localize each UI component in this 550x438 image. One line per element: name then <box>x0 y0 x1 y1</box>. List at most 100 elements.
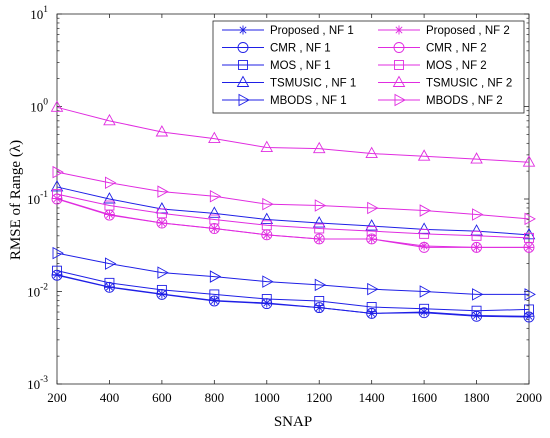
data-point <box>524 288 536 301</box>
y-tick-base: 10 <box>27 285 40 300</box>
data-point <box>312 141 326 154</box>
x-tick-label: 1200 <box>306 390 332 405</box>
data-point <box>472 208 484 221</box>
legend-label: MBODS , NF 2 <box>426 95 503 107</box>
data-point <box>472 288 484 301</box>
data-point <box>312 216 326 228</box>
series-line <box>56 270 530 312</box>
data-point <box>156 288 168 300</box>
series-line <box>56 274 530 318</box>
legend-box <box>212 20 525 114</box>
legend-entry: MOS , NF 1 <box>222 60 331 72</box>
data-point <box>471 230 482 241</box>
data-point <box>470 152 483 164</box>
legend-marker <box>392 75 406 87</box>
y-tick-base: 10 <box>27 377 40 392</box>
series-line <box>56 186 530 236</box>
series-line <box>56 252 529 295</box>
data-point <box>261 220 272 231</box>
legend-label: MOS , NF 1 <box>270 60 331 72</box>
data-point <box>208 206 221 218</box>
x-tick-labels: 200 400 600 800 1000 1200 1400 1600 1800 2000 <box>47 390 542 405</box>
legend-marker <box>394 93 406 107</box>
data-point <box>103 281 115 293</box>
legend-marker <box>238 60 248 70</box>
legend-label: Proposed , NF 2 <box>426 25 510 37</box>
legend-marker <box>237 42 249 53</box>
data-point <box>104 200 115 211</box>
legend-entry: Proposed , NF 1 <box>222 25 354 37</box>
data-point <box>524 232 534 243</box>
y-tick-exponent: 0 <box>43 98 48 108</box>
series-4 <box>50 180 536 240</box>
x-tick-label: 600 <box>152 390 172 405</box>
series-9 <box>50 100 536 167</box>
data-point <box>209 289 220 300</box>
data-point <box>419 285 432 298</box>
data-point <box>523 311 535 323</box>
y-tick-label: 10-2 <box>27 283 48 300</box>
legend-marker <box>394 25 404 35</box>
series-2 <box>51 269 535 323</box>
data-point <box>52 265 62 276</box>
series-line <box>56 106 530 163</box>
y-tick-exponent: -1 <box>40 190 48 200</box>
data-point <box>524 311 534 321</box>
y-tick-base: 10 <box>30 100 43 115</box>
legend-marker <box>394 60 404 70</box>
data-point <box>260 212 274 224</box>
data-point <box>208 223 220 234</box>
data-point <box>418 307 430 319</box>
legend-marker <box>393 42 405 53</box>
data-point <box>262 197 274 211</box>
data-point <box>314 223 325 234</box>
x-tick-label: 1800 <box>464 390 490 405</box>
legend-entry: CMR , NF 1 <box>222 42 331 55</box>
data-point <box>313 233 325 245</box>
data-point <box>419 204 432 217</box>
legend-entry: CMR , NF 2 <box>378 42 487 55</box>
legend-label: MBODS , NF 1 <box>270 95 347 107</box>
data-point <box>417 222 431 234</box>
data-point <box>471 305 482 316</box>
data-point <box>366 307 378 319</box>
legend-marker <box>238 25 248 35</box>
data-point <box>157 266 169 279</box>
data-point <box>103 113 116 126</box>
legend-label: MOS , NF 2 <box>426 60 487 72</box>
data-point <box>104 176 117 189</box>
data-point <box>522 155 536 167</box>
x-tick-label: 1000 <box>254 390 280 405</box>
data-point <box>52 246 64 260</box>
data-point <box>262 275 274 288</box>
y-tick-label: 10-3 <box>27 375 48 392</box>
data-point <box>209 295 219 305</box>
legend-label: CMR , NF 2 <box>426 43 487 55</box>
data-point <box>365 219 378 231</box>
data-point <box>208 295 220 307</box>
data-point <box>209 214 220 225</box>
data-point <box>313 302 325 314</box>
data-point <box>419 241 429 251</box>
data-point <box>366 302 377 312</box>
data-point <box>470 224 483 236</box>
data-point <box>366 226 377 237</box>
y-tick-exponent: 1 <box>43 5 48 15</box>
legend-marker <box>238 93 250 107</box>
data-point <box>50 100 64 112</box>
data-point <box>51 193 63 205</box>
y-axis-label: RMSE of Range (λ) <box>8 140 24 260</box>
data-point <box>209 270 222 283</box>
legend-label: TSMUSIC , NF 1 <box>270 78 356 90</box>
y-tick-exponent: -3 <box>40 375 48 385</box>
series-layer <box>50 100 536 323</box>
y-tick-base: 10 <box>27 192 40 207</box>
legend-entry: MBODS , NF 1 <box>222 93 347 107</box>
data-point <box>314 296 325 306</box>
data-point <box>51 269 63 281</box>
series-line <box>56 171 530 220</box>
data-point <box>365 146 378 158</box>
series-line <box>56 193 530 239</box>
data-point <box>314 199 327 212</box>
